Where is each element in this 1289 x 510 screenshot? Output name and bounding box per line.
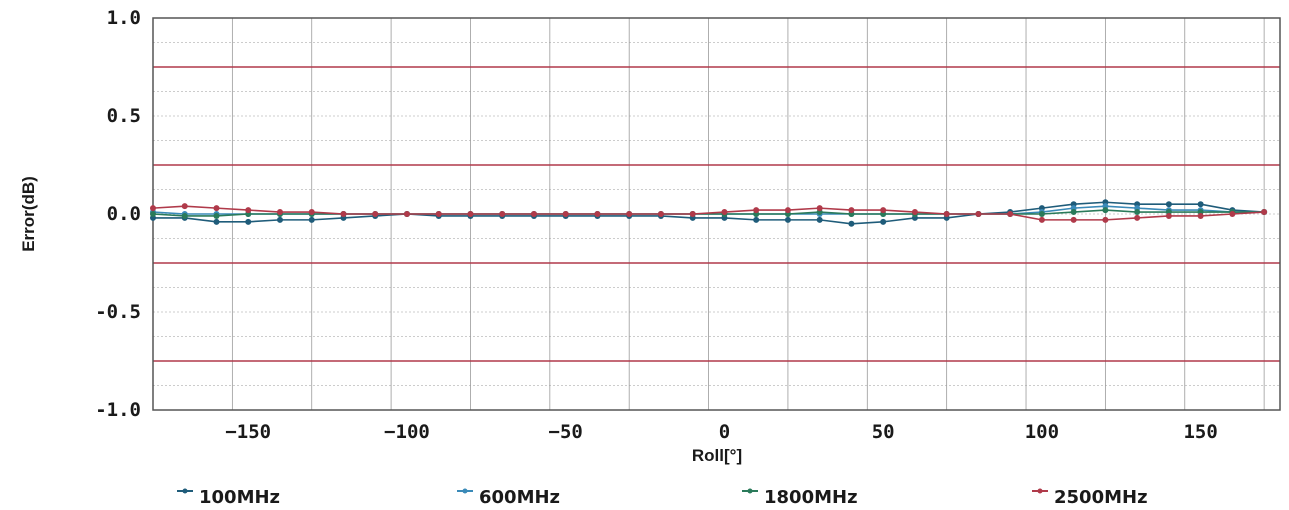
y-tick-label: 0.5 — [107, 105, 141, 127]
data-point-1800MHz — [1134, 209, 1141, 216]
series-layer — [150, 199, 1268, 227]
data-point-100MHz — [753, 216, 760, 223]
data-point-1800MHz — [1070, 209, 1077, 216]
data-point-2500MHz — [562, 211, 569, 217]
y-tick-label: 0.0 — [107, 203, 141, 225]
x-tick-label: 100 — [1025, 421, 1059, 443]
y-tick-label: -0.5 — [95, 301, 141, 323]
series-line-2500MHz — [152, 205, 1265, 221]
data-point-2500MHz — [848, 207, 855, 214]
data-point-2500MHz — [150, 205, 156, 212]
legend-marker-2500MHz — [1037, 488, 1043, 494]
data-point-2500MHz — [943, 211, 950, 217]
data-point-100MHz — [880, 218, 887, 225]
legend-label-2500MHz: 2500MHz — [1054, 487, 1148, 508]
data-point-2500MHz — [657, 211, 664, 217]
data-point-2500MHz — [467, 211, 474, 217]
data-point-100MHz — [245, 218, 252, 225]
data-point-100MHz — [276, 216, 283, 223]
data-point-2500MHz — [753, 207, 760, 214]
x-axis-label: Roll[°] — [692, 446, 742, 465]
data-point-2500MHz — [1070, 216, 1077, 223]
data-point-2500MHz — [816, 205, 823, 212]
x-tick-label: −150 — [225, 421, 271, 443]
data-point-1800MHz — [181, 212, 188, 219]
data-point-2500MHz — [626, 211, 633, 217]
x-tick-label: 50 — [872, 421, 895, 443]
data-point-100MHz — [784, 216, 791, 223]
data-point-100MHz — [1197, 201, 1204, 208]
data-point-2500MHz — [245, 207, 252, 214]
data-point-2500MHz — [721, 209, 728, 216]
data-point-1800MHz — [1038, 211, 1045, 217]
data-point-100MHz — [308, 216, 315, 223]
legend-label-1800MHz: 1800MHz — [764, 487, 858, 508]
data-point-100MHz — [1165, 201, 1172, 208]
x-tick-label: 0 — [719, 421, 730, 443]
data-point-2500MHz — [689, 211, 696, 217]
x-tick-labels: −150 −100 −50 0 50 100 150 — [225, 421, 1217, 443]
x-tick-label: −100 — [384, 421, 430, 443]
data-point-2500MHz — [435, 211, 442, 217]
data-point-100MHz — [848, 220, 855, 227]
data-point-100MHz — [213, 218, 220, 225]
data-point-2500MHz — [340, 211, 347, 217]
data-point-2500MHz — [213, 205, 220, 212]
data-point-100MHz — [816, 216, 823, 223]
legend-marker-100MHz — [182, 488, 188, 494]
x-tick-label: −50 — [549, 421, 583, 443]
data-point-1800MHz — [1102, 207, 1109, 214]
y-tick-labels: 1.0 0.5 0.0 -0.5 -1.0 — [95, 7, 141, 421]
data-point-2500MHz — [181, 203, 188, 210]
data-point-2500MHz — [1165, 212, 1172, 219]
data-point-1800MHz — [213, 212, 220, 219]
legend-marker-1800MHz — [747, 488, 753, 494]
data-point-2500MHz — [1229, 211, 1236, 217]
data-point-2500MHz — [594, 211, 601, 217]
data-point-2500MHz — [530, 211, 537, 217]
data-point-2500MHz — [1261, 209, 1268, 216]
data-point-1800MHz — [150, 211, 156, 217]
legend-marker-600MHz — [462, 488, 468, 494]
x-tick-label: 150 — [1183, 421, 1217, 443]
data-point-2500MHz — [372, 211, 379, 217]
data-point-2500MHz — [911, 209, 918, 216]
series-line-100MHz — [153, 201, 1265, 225]
legend-label-100MHz: 100MHz — [199, 487, 280, 508]
data-point-2500MHz — [1197, 212, 1204, 219]
data-point-2500MHz — [1134, 214, 1141, 221]
data-point-2500MHz — [276, 209, 283, 216]
y-axis-label: Error(dB) — [19, 176, 38, 252]
y-tick-label: -1.0 — [95, 399, 141, 421]
data-point-2500MHz — [403, 211, 410, 217]
tolerance-lines — [153, 66, 1280, 362]
data-point-2500MHz — [880, 207, 887, 214]
data-point-2500MHz — [499, 211, 506, 217]
legend-label-600MHz: 600MHz — [479, 487, 560, 508]
data-point-2500MHz — [1038, 216, 1045, 223]
data-point-2500MHz — [1102, 216, 1109, 223]
data-point-2500MHz — [1007, 211, 1014, 217]
y-tick-label: 1.0 — [107, 7, 141, 29]
data-point-2500MHz — [975, 211, 982, 217]
data-point-2500MHz — [784, 207, 791, 214]
data-point-2500MHz — [308, 209, 315, 216]
legend: 100MHz 600MHz 1800MHz 2500MHz — [177, 487, 1148, 508]
